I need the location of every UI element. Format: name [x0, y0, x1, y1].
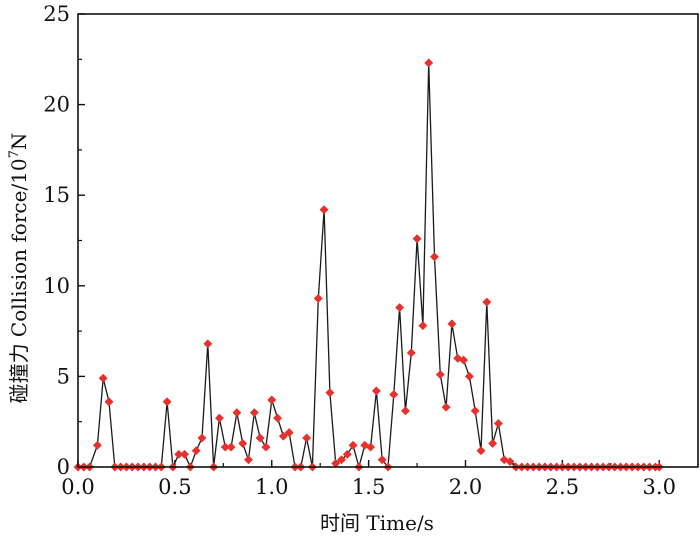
data-point	[197, 433, 207, 443]
y-axis-title-main: 碰撞力 Collision force/10	[7, 158, 31, 403]
data-point	[255, 433, 265, 443]
data-point	[342, 449, 352, 459]
data-point	[191, 446, 201, 456]
y-tick-label: 15	[43, 183, 70, 207]
y-tick-label: 5	[57, 364, 70, 388]
data-point	[441, 402, 451, 412]
data-point	[232, 408, 242, 418]
data-point	[482, 297, 492, 307]
data-point	[267, 395, 277, 405]
x-tick-label: 2.5	[546, 475, 579, 499]
y-tick-label: 0	[57, 455, 70, 479]
data-point	[488, 438, 498, 448]
data-point	[278, 431, 288, 441]
x-tick-label: 0.0	[61, 475, 94, 499]
markers-layer	[73, 58, 664, 472]
x-tick-label: 1.5	[352, 475, 385, 499]
x-tick-label: 2.0	[449, 475, 482, 499]
series-line	[78, 62, 660, 470]
data-point	[243, 455, 254, 465]
data-point	[429, 252, 440, 262]
data-point	[180, 449, 190, 459]
x-tick-label: 1.0	[255, 475, 288, 499]
data-point	[377, 455, 387, 465]
data-point	[319, 205, 329, 215]
tick-labels-layer: 0.0 0.5 1.0 1.5 2.0 2.5 3.0 0 5 10 15 20 25	[43, 2, 676, 499]
data-point	[470, 406, 480, 416]
data-point	[389, 389, 399, 400]
data-point	[336, 455, 347, 465]
y-tick-label: 20	[43, 93, 70, 117]
data-point	[505, 457, 515, 467]
data-point	[238, 438, 248, 448]
data-point	[226, 442, 236, 452]
data-point	[406, 348, 416, 358]
data-point	[395, 302, 405, 313]
data-point	[424, 58, 434, 68]
ticks-layer	[77, 13, 660, 468]
data-point	[98, 373, 108, 383]
y-tick-label: 10	[43, 274, 70, 298]
data-point	[400, 406, 410, 416]
data-point	[435, 370, 445, 380]
x-tick-label: 0.5	[158, 475, 191, 499]
x-tick-label: 3.0	[643, 475, 676, 499]
data-point	[493, 418, 503, 429]
data-point	[418, 321, 428, 331]
data-point	[214, 413, 224, 423]
data-point	[261, 442, 271, 452]
data-point	[313, 293, 323, 304]
data-point	[476, 446, 486, 456]
data-point	[203, 339, 213, 349]
data-point	[325, 388, 335, 398]
data-point	[302, 433, 312, 443]
data-point	[459, 355, 469, 365]
data-point	[284, 428, 294, 438]
data-point	[162, 397, 172, 407]
y-axis-title: 碰撞力 Collision force/107N	[7, 133, 31, 404]
data-point	[249, 408, 259, 418]
data-point	[366, 442, 376, 452]
data-point	[412, 234, 422, 244]
data-point	[104, 397, 114, 407]
y-tick-label: 25	[43, 2, 70, 26]
data-point	[464, 371, 474, 381]
data-point	[348, 440, 358, 450]
plot-frame	[77, 13, 699, 468]
data-point	[447, 319, 457, 329]
data-point	[273, 413, 283, 423]
data-point	[92, 440, 102, 450]
data-point	[371, 386, 381, 396]
y-axis-title-exponent: 7	[7, 150, 22, 158]
x-axis-title: 时间 Time/s	[320, 511, 434, 535]
y-axis-title-unit: N	[7, 133, 31, 151]
